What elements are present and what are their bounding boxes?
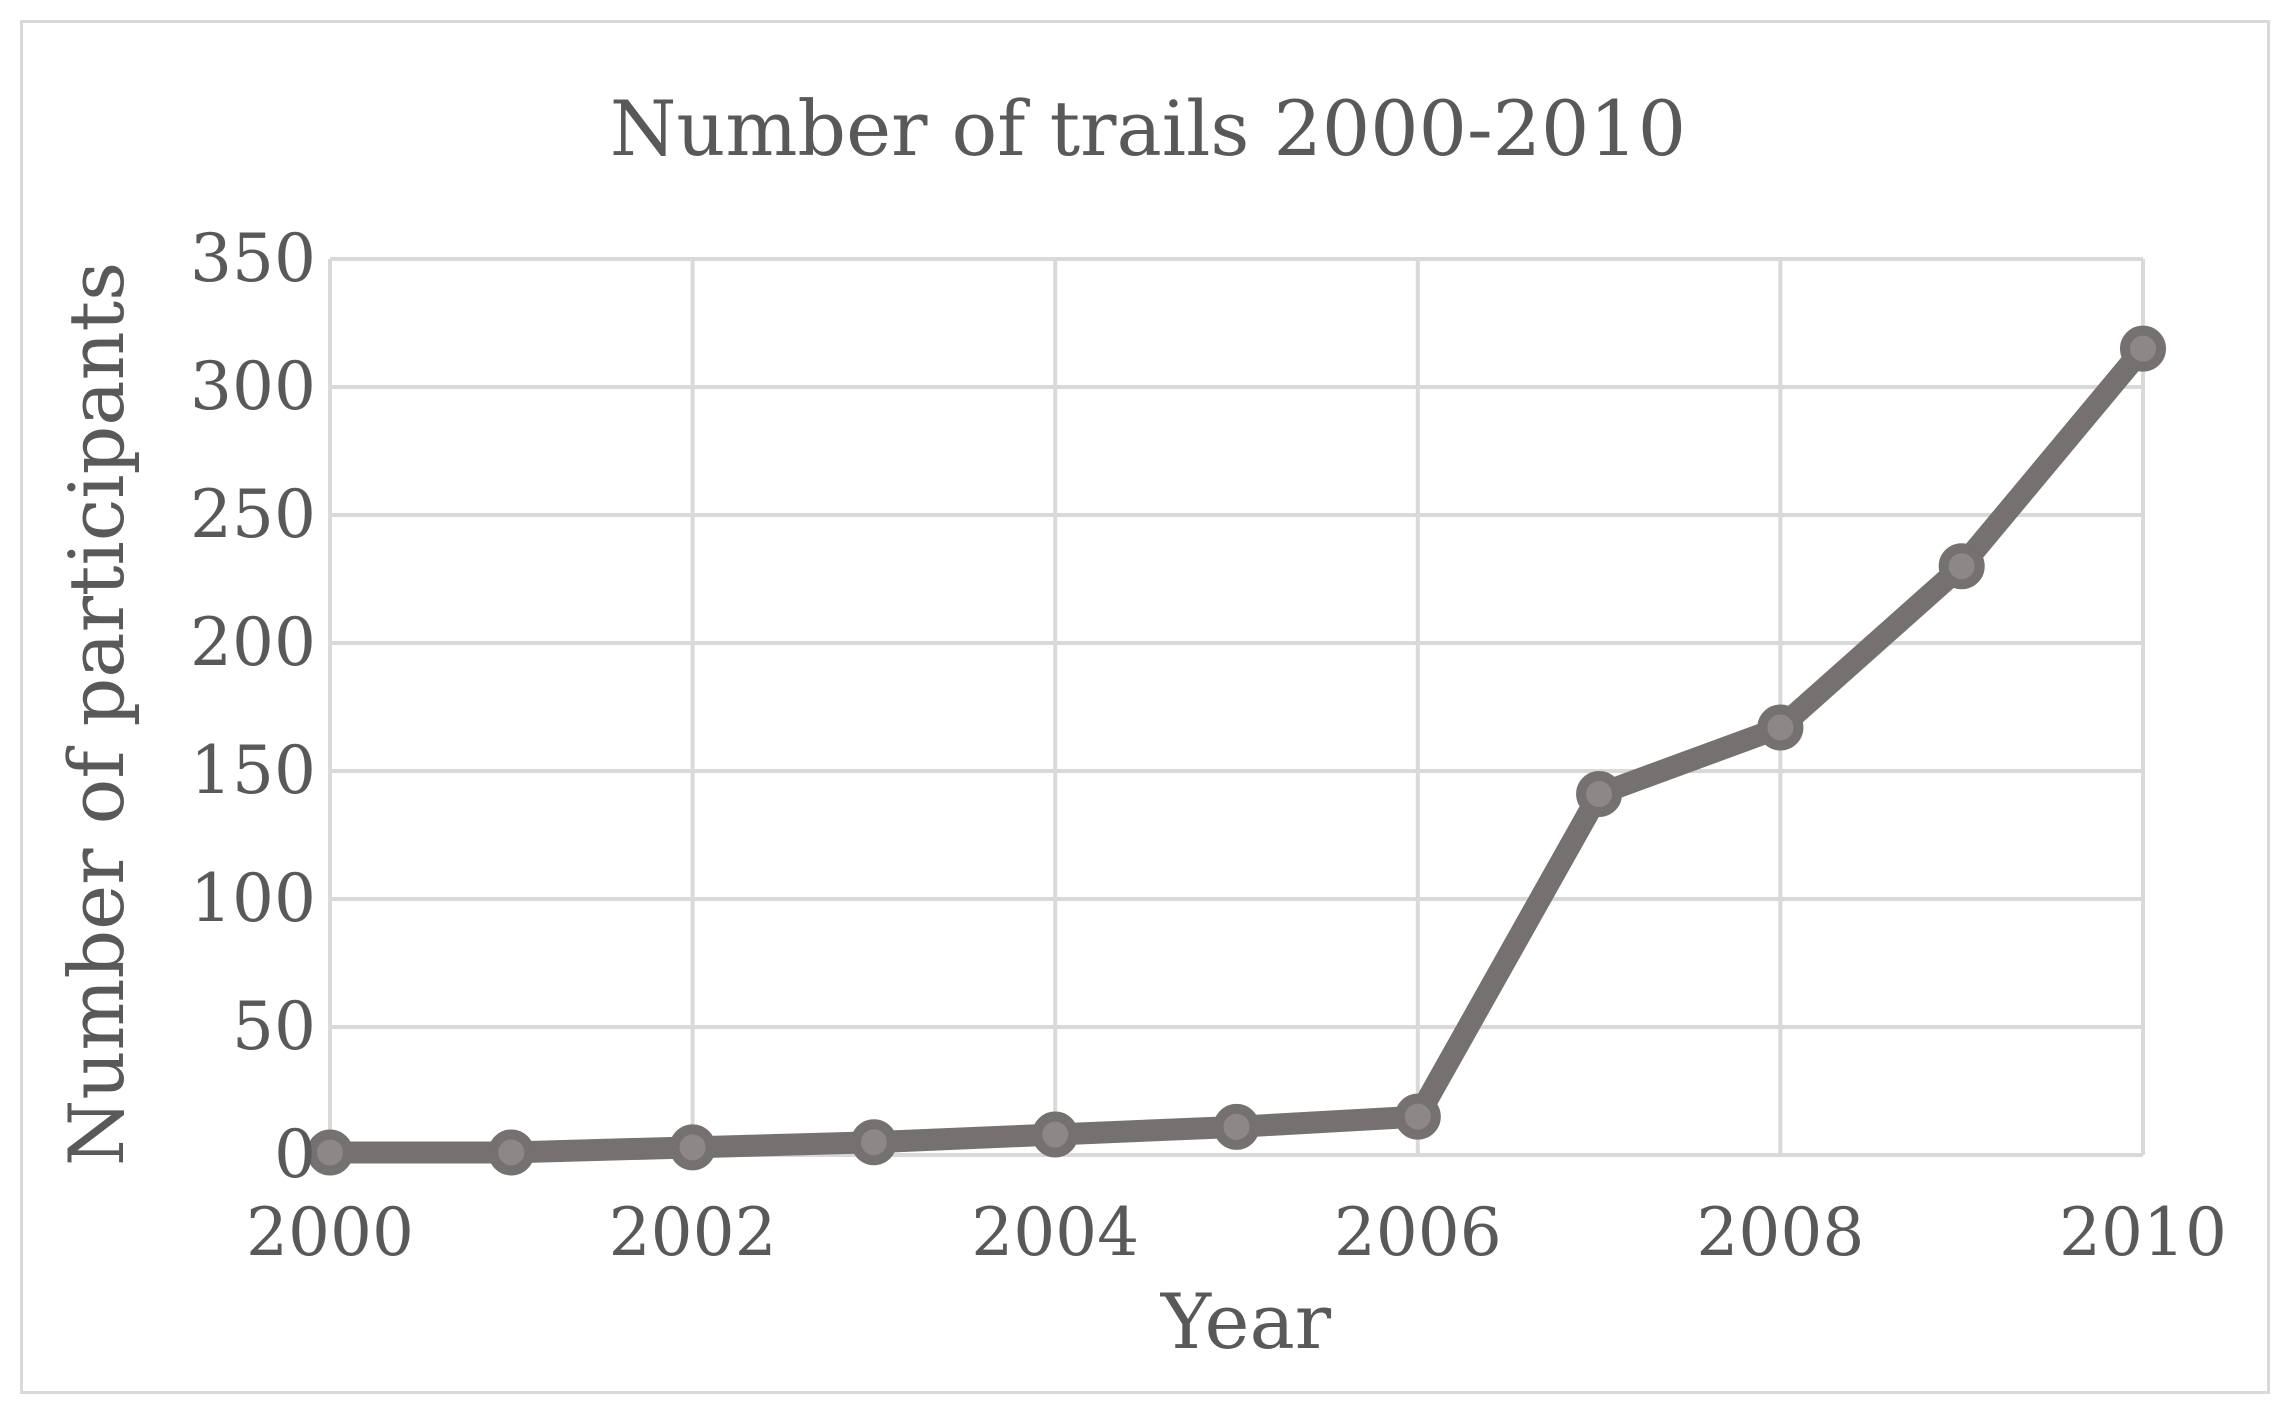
y-tick-label: 100 — [190, 860, 316, 937]
x-axis-title: Year — [1160, 1277, 1332, 1366]
y-tick-label: 300 — [190, 348, 316, 425]
y-tick-label: 0 — [274, 1116, 316, 1193]
x-tick-label: 2002 — [609, 1194, 777, 1271]
x-tick-label: 2000 — [246, 1194, 414, 1271]
data-point — [1757, 704, 1804, 751]
series-line — [319, 337, 2154, 1164]
data-point — [488, 1129, 535, 1176]
grid — [328, 257, 2145, 1157]
y-tick-label: 50 — [232, 988, 316, 1065]
x-tick-label: 2008 — [1696, 1194, 1864, 1271]
y-tick-label: 350 — [190, 220, 316, 297]
data-point — [669, 1124, 716, 1171]
line-chart: 0 50 100 150 200 250 300 350 2000 2002 2004 2006 200… — [52, 84, 2227, 1366]
y-tick-label: 250 — [190, 476, 316, 553]
data-point — [1032, 1111, 1079, 1158]
chart-frame: 0 50 100 150 200 250 300 350 2000 2002 2004 2006 200… — [20, 20, 2270, 1394]
y-tick-label: 200 — [190, 604, 316, 681]
series-layer — [307, 325, 2166, 1176]
x-tick-label: 2010 — [2059, 1194, 2227, 1271]
y-tick-label: 150 — [190, 732, 316, 809]
data-point — [307, 1129, 353, 1176]
data-point — [1394, 1093, 1441, 1140]
data-point — [1576, 771, 1623, 818]
data-point — [850, 1119, 897, 1166]
data-point — [1213, 1103, 1260, 1150]
tick-labels: 0 50 100 150 200 250 300 350 2000 2002 2004 2006 200… — [190, 220, 2227, 1271]
chart-title: Number of trails 2000-2010 — [610, 84, 1686, 173]
data-point — [2120, 325, 2166, 372]
x-tick-label: 2006 — [1334, 1194, 1502, 1271]
y-axis-title: Number of participants — [52, 262, 141, 1166]
data-point — [1938, 543, 1985, 590]
x-tick-label: 2004 — [971, 1194, 1139, 1271]
